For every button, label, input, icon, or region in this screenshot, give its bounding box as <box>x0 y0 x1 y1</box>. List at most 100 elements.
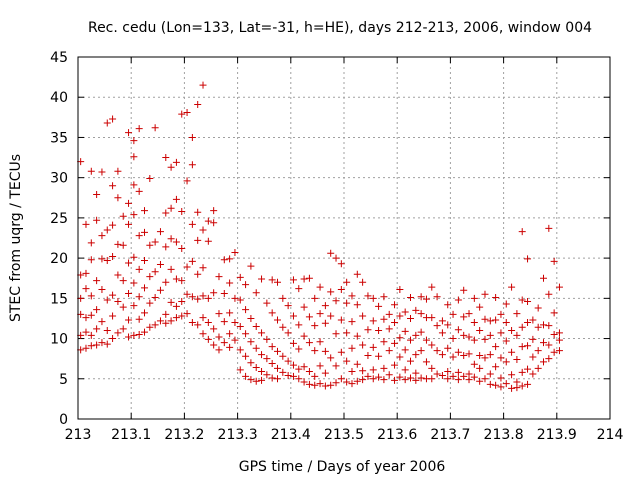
data-point <box>380 293 388 301</box>
data-point <box>555 283 563 291</box>
data-point <box>204 318 212 326</box>
y-axis-ticks: 0 5 10 15 20 25 30 35 40 45 <box>50 50 610 428</box>
data-point <box>343 278 351 286</box>
data-point <box>130 279 138 287</box>
data-point <box>316 310 324 318</box>
data-point <box>391 318 399 326</box>
data-point <box>226 343 234 351</box>
data-point <box>529 316 537 324</box>
data-point <box>540 321 547 329</box>
data-point <box>385 310 393 318</box>
data-point <box>82 285 90 293</box>
data-point <box>162 310 170 318</box>
data-point <box>428 341 436 349</box>
data-point <box>492 343 500 351</box>
data-point <box>417 293 425 301</box>
data-point <box>555 347 563 355</box>
data-point <box>534 323 542 331</box>
x-tick-label: 213.4 <box>271 427 311 443</box>
data-point <box>401 327 409 335</box>
data-point <box>247 262 255 270</box>
data-point <box>337 285 345 293</box>
data-point <box>151 294 159 302</box>
data-point <box>369 317 377 325</box>
data-point <box>327 312 335 320</box>
data-point <box>476 377 484 385</box>
data-point <box>279 323 287 331</box>
data-point <box>268 343 276 351</box>
data-point <box>172 195 180 203</box>
data-point <box>103 226 111 234</box>
data-point <box>438 372 446 380</box>
data-point <box>258 329 266 337</box>
data-point <box>258 376 266 384</box>
data-point <box>263 299 271 307</box>
data-point <box>98 168 106 176</box>
data-point <box>513 355 521 363</box>
data-point <box>417 310 425 318</box>
x-tick-label: 213 <box>65 427 92 443</box>
data-point <box>156 286 164 294</box>
data-point <box>167 204 175 212</box>
data-point <box>524 342 532 350</box>
data-point <box>332 254 340 262</box>
data-point <box>407 374 414 382</box>
data-point <box>274 278 281 286</box>
data-point <box>87 167 95 175</box>
data-point <box>258 351 266 359</box>
data-point <box>460 331 468 339</box>
data-point <box>188 293 196 301</box>
data-point <box>305 368 313 376</box>
data-point <box>327 249 335 257</box>
data-point <box>242 330 250 338</box>
data-point <box>247 376 255 384</box>
data-point <box>162 278 170 286</box>
data-point <box>454 368 462 376</box>
data-point <box>274 364 281 372</box>
data-point <box>87 342 95 350</box>
data-point <box>486 317 494 325</box>
data-point <box>204 237 212 245</box>
data-point <box>476 351 484 359</box>
data-point <box>252 289 260 297</box>
data-point <box>199 226 207 234</box>
data-point <box>194 270 202 278</box>
data-point <box>141 257 148 265</box>
data-point <box>289 339 297 347</box>
data-point <box>417 347 425 355</box>
data-point <box>220 339 228 347</box>
data-point <box>353 332 361 340</box>
data-point <box>93 216 101 224</box>
data-point <box>130 331 138 339</box>
data-point <box>119 303 127 311</box>
data-point <box>82 328 90 336</box>
data-point <box>380 364 388 372</box>
data-point <box>109 182 117 190</box>
data-point <box>215 346 223 354</box>
data-point <box>188 220 196 228</box>
data-point <box>343 357 351 365</box>
data-point <box>449 372 457 380</box>
data-point <box>364 326 372 334</box>
data-point <box>236 273 244 281</box>
data-point <box>422 358 430 366</box>
data-point <box>529 353 537 361</box>
data-point <box>332 362 340 370</box>
data-point <box>502 358 510 366</box>
data-point <box>130 181 138 189</box>
data-point <box>162 154 170 162</box>
data-point <box>337 316 345 324</box>
data-point <box>135 293 143 301</box>
data-point <box>284 372 292 380</box>
data-point <box>98 318 106 326</box>
data-point <box>348 368 356 376</box>
data-point <box>231 248 239 256</box>
data-point <box>141 228 148 236</box>
data-point <box>524 255 532 263</box>
data-point <box>263 355 271 363</box>
data-point <box>497 383 505 391</box>
data-point <box>396 334 404 342</box>
data-point <box>311 347 319 355</box>
data-point <box>391 339 399 347</box>
